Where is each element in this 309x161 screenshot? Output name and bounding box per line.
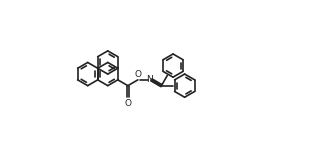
Text: O: O (135, 70, 142, 79)
Text: O: O (124, 99, 131, 108)
Text: N: N (146, 75, 153, 84)
